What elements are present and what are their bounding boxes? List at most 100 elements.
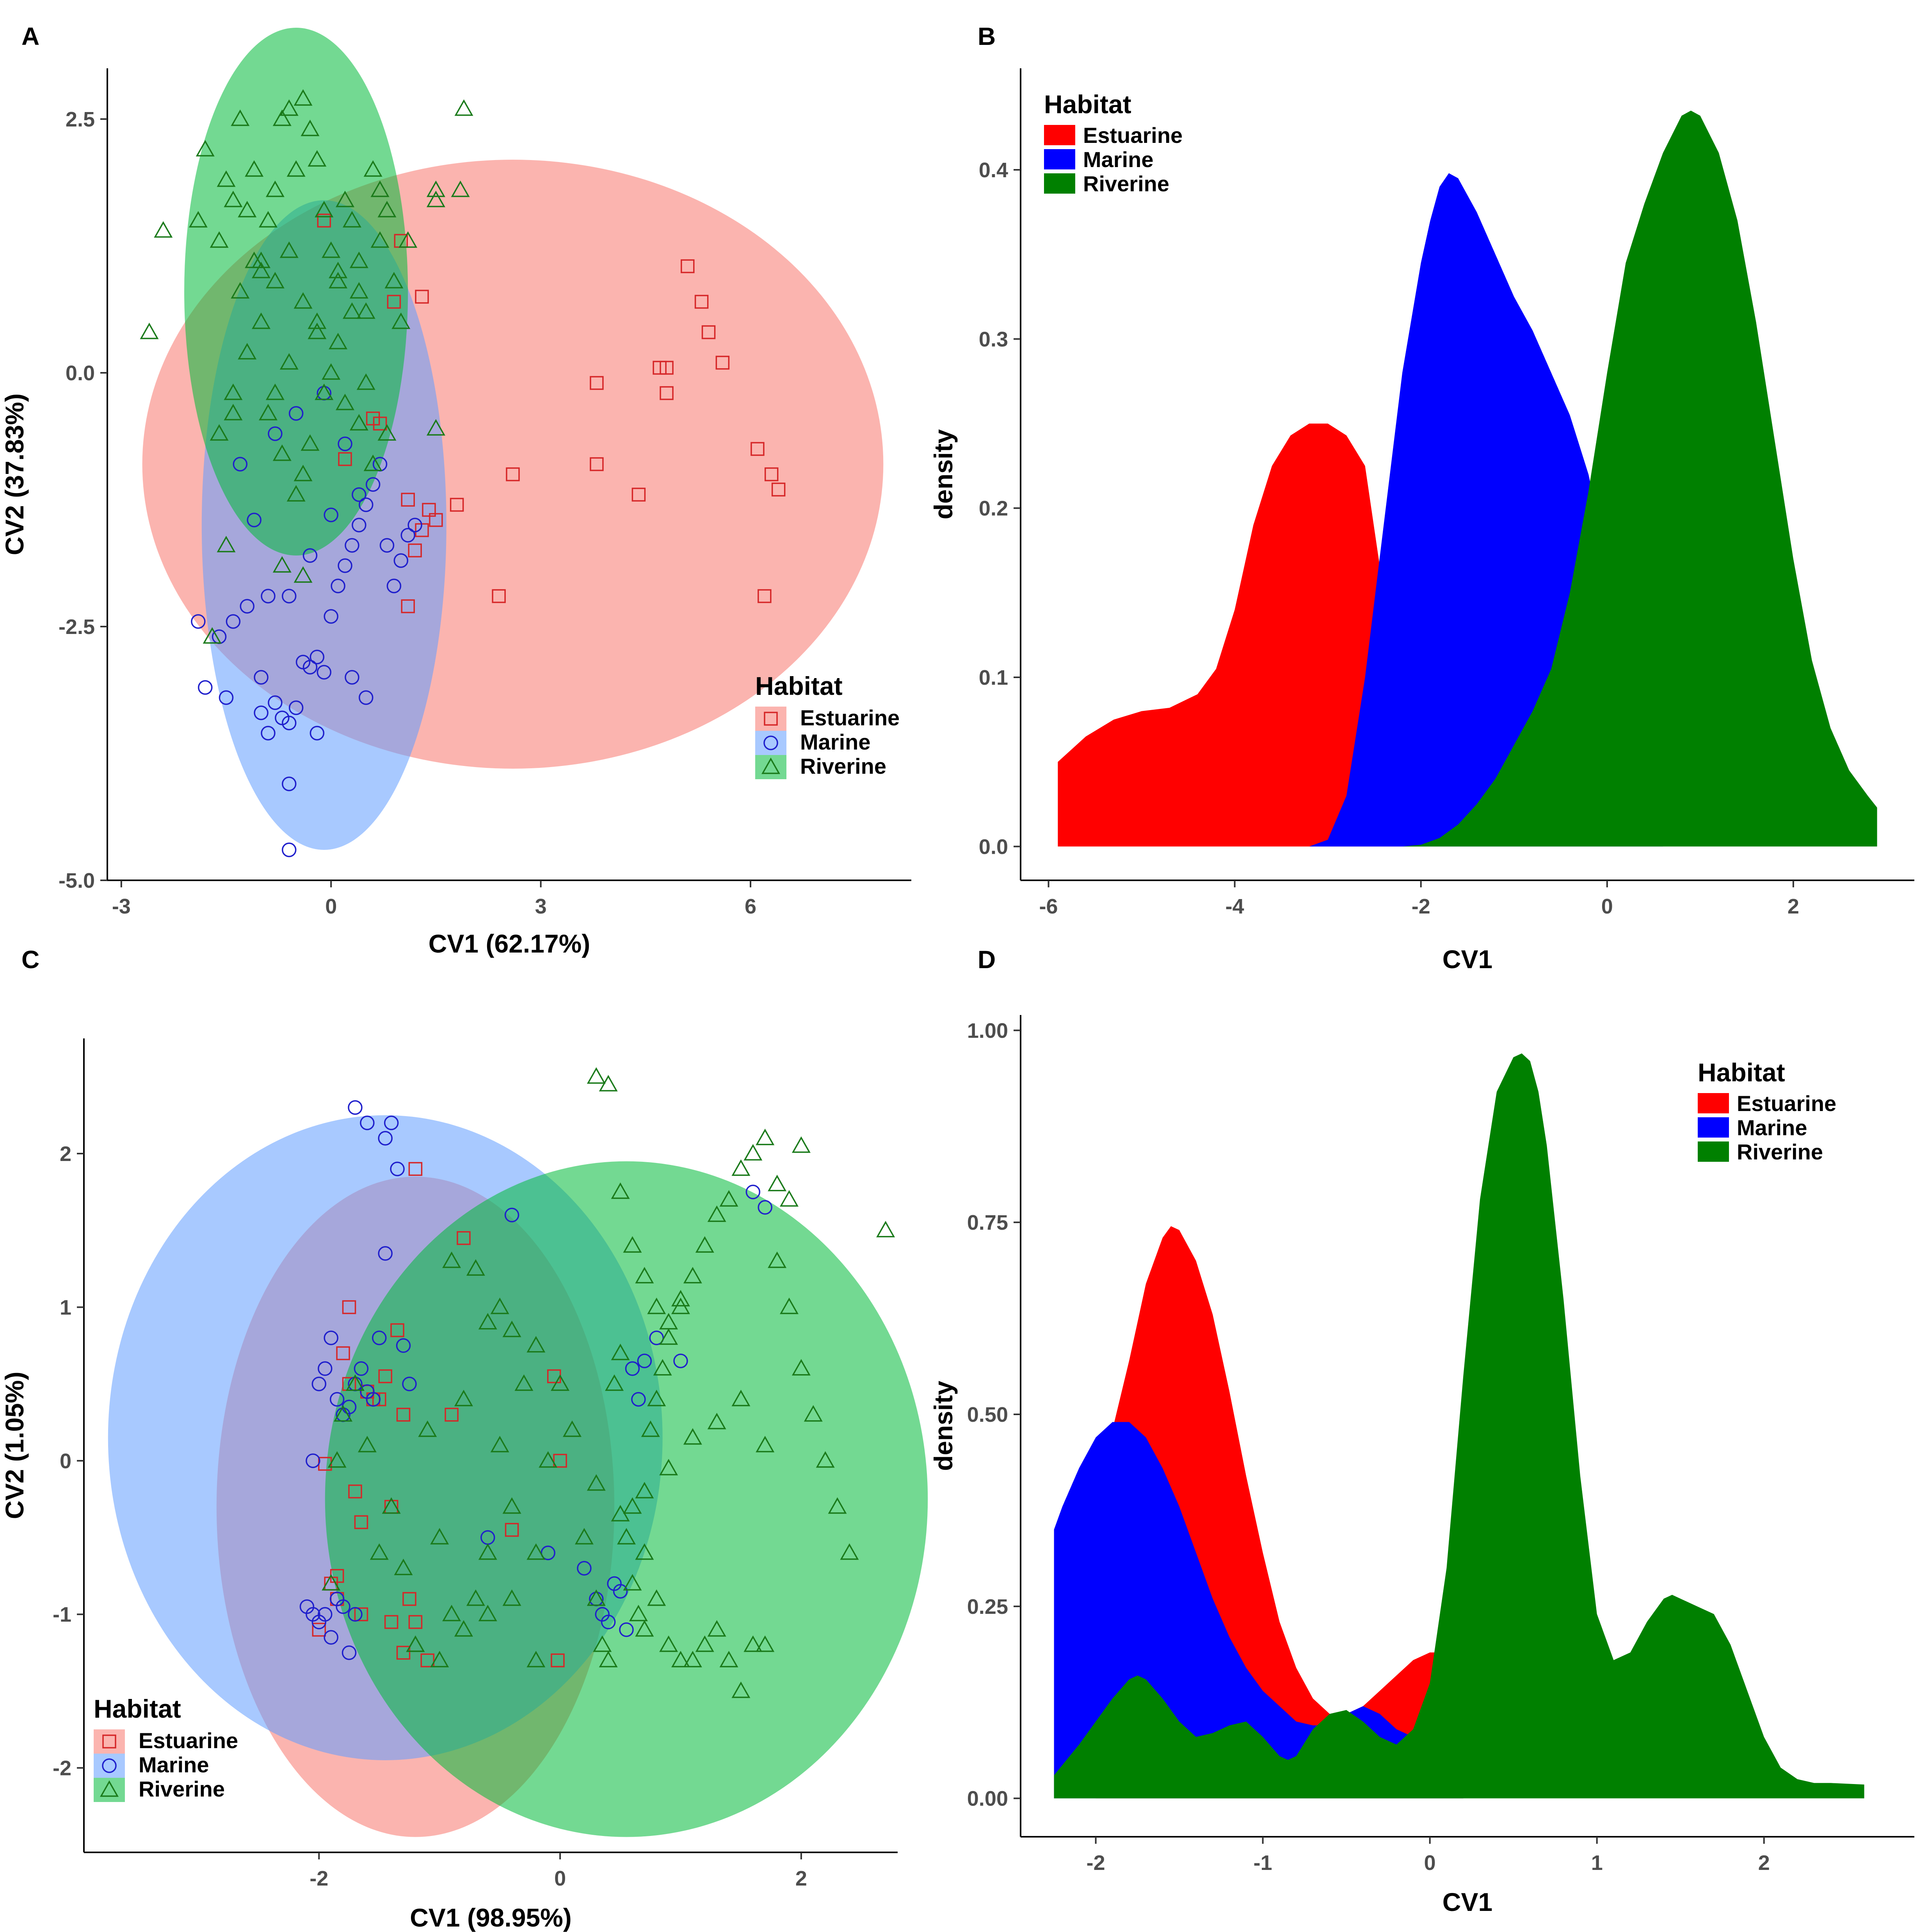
point-riverine xyxy=(695,1236,714,1253)
panel-letter-c: C xyxy=(21,946,39,974)
point-riverine xyxy=(301,119,320,136)
point-riverine xyxy=(272,109,292,126)
point-marine xyxy=(348,1100,363,1115)
legend-swatch-marine xyxy=(755,731,786,755)
point-riverine xyxy=(526,1543,546,1560)
point-riverine xyxy=(418,1420,437,1437)
point-estuarine xyxy=(420,1653,435,1668)
point-marine xyxy=(317,665,332,680)
point-riverine xyxy=(272,444,292,461)
point-riverine xyxy=(478,1313,497,1330)
point-marine xyxy=(352,518,366,532)
density-area-riverine xyxy=(1402,110,1877,847)
point-estuarine xyxy=(348,1484,362,1499)
point-riverine xyxy=(587,1474,606,1491)
point-marine xyxy=(329,1392,345,1407)
point-riverine xyxy=(451,180,470,197)
point-riverine xyxy=(370,1543,389,1560)
point-estuarine xyxy=(317,214,331,228)
point-estuarine xyxy=(396,1408,411,1422)
point-riverine xyxy=(641,1420,660,1437)
point-riverine xyxy=(245,160,264,177)
point-riverine xyxy=(430,1651,449,1668)
point-estuarine xyxy=(387,295,401,309)
y-tick-label: 0.2 xyxy=(979,497,1008,520)
point-riverine xyxy=(731,1681,751,1698)
point-riverine xyxy=(623,1497,642,1514)
point-riverine xyxy=(336,191,355,207)
legend-label-riverine: Riverine xyxy=(800,754,886,778)
point-estuarine xyxy=(553,1454,567,1468)
point-marine xyxy=(324,507,338,522)
point-marine xyxy=(366,1392,381,1407)
point-riverine xyxy=(635,1267,654,1284)
point-riverine xyxy=(315,383,334,400)
y-tick-label: 0.1 xyxy=(979,666,1008,689)
point-marine xyxy=(261,589,276,604)
point-marine xyxy=(281,716,297,730)
point-marine xyxy=(745,1184,761,1200)
point-riverine xyxy=(426,419,445,436)
point-riverine xyxy=(623,1574,642,1591)
point-marine xyxy=(359,497,374,512)
point-marine xyxy=(354,1361,369,1376)
point-riverine xyxy=(551,1374,570,1391)
point-marine xyxy=(288,406,304,421)
y-tick-label: -1 xyxy=(53,1603,71,1626)
point-marine xyxy=(331,579,345,593)
point-marine xyxy=(302,660,318,675)
point-riverine xyxy=(659,1313,678,1330)
point-riverine xyxy=(272,556,292,573)
point-riverine xyxy=(345,1374,365,1391)
point-riverine xyxy=(308,322,327,339)
point-riverine xyxy=(363,160,382,177)
point-estuarine xyxy=(764,467,779,481)
point-marine xyxy=(372,1330,387,1345)
y-tick-label: 0.00 xyxy=(967,1787,1008,1811)
point-riverine xyxy=(659,1458,678,1476)
y-axis-title: density xyxy=(929,1381,958,1471)
point-estuarine xyxy=(681,259,695,273)
point-riverine xyxy=(349,282,368,299)
point-estuarine xyxy=(342,1300,356,1314)
point-estuarine xyxy=(660,361,674,375)
x-tick-label: -2 xyxy=(309,1867,328,1890)
point-estuarine xyxy=(373,417,387,431)
x-tick-label: -4 xyxy=(1225,895,1244,918)
point-riverine xyxy=(308,312,327,329)
point-marine xyxy=(386,579,402,593)
point-riverine xyxy=(695,1635,714,1652)
point-riverine xyxy=(647,1589,666,1606)
y-tick-label: -5.0 xyxy=(59,869,95,892)
point-riverine xyxy=(224,383,243,400)
point-riverine xyxy=(140,322,159,339)
point-riverine xyxy=(804,1405,823,1422)
point-riverine xyxy=(224,191,243,207)
y-tick-label: 0.0 xyxy=(66,361,95,385)
point-riverine xyxy=(719,1190,738,1207)
point-riverine xyxy=(876,1221,895,1238)
x-axis-title: CV1 (98.95%) xyxy=(410,1903,572,1932)
point-marine xyxy=(390,1161,405,1177)
legend-marker-estuarine xyxy=(102,1734,116,1749)
point-riverine xyxy=(599,1651,618,1668)
point-riverine xyxy=(196,140,215,157)
point-marine xyxy=(318,1361,333,1376)
y-tick-label: 0.50 xyxy=(967,1403,1008,1426)
point-riverine xyxy=(342,211,361,228)
point-marine xyxy=(504,1207,519,1223)
point-marine xyxy=(309,726,325,741)
point-estuarine xyxy=(401,599,415,613)
point-riverine xyxy=(653,1359,672,1376)
point-estuarine xyxy=(492,589,506,603)
point-riverine xyxy=(478,1543,497,1560)
point-riverine xyxy=(342,302,361,319)
point-marine xyxy=(198,680,213,695)
point-riverine xyxy=(356,302,375,319)
x-tick-label: -2 xyxy=(1087,1851,1105,1875)
point-riverine xyxy=(217,536,236,552)
y-axis-title: CV2 (37.83%) xyxy=(0,394,29,556)
point-riverine xyxy=(707,1205,726,1222)
point-riverine xyxy=(719,1651,738,1668)
